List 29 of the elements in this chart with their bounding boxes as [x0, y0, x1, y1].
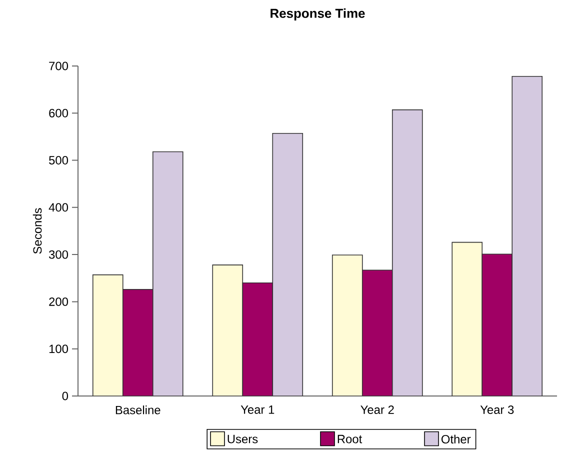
bar	[482, 254, 513, 396]
y-axis-title: Seconds	[32, 208, 42, 254]
x-tick-label: Year 1	[240, 406, 274, 414]
bar	[92, 274, 124, 396]
y-tick-label: 100	[49, 344, 68, 354]
y-tick-label: 500	[49, 156, 68, 164]
legend-label: Other	[441, 434, 471, 444]
legend-label: Root	[338, 434, 362, 444]
bar	[332, 254, 363, 396]
x-tick-label: Baseline	[116, 406, 160, 414]
x-tick-label: Year 3	[480, 406, 514, 414]
y-tick-label: 400	[48, 203, 68, 212]
bar	[452, 242, 483, 396]
x-tick-label: Year 2	[360, 406, 394, 414]
y-tick-label: 600	[49, 108, 68, 118]
legend-label: Users	[228, 434, 258, 444]
bar	[242, 282, 274, 396]
bar	[122, 289, 154, 396]
bar	[272, 133, 304, 396]
y-tick-label: 0	[62, 392, 68, 400]
bar	[512, 76, 543, 396]
y-tick-label: 200	[49, 297, 68, 306]
bar	[152, 151, 184, 396]
y-tick-label: 300	[48, 250, 68, 259]
chart-title: Response Time	[270, 8, 365, 20]
bar	[362, 270, 393, 396]
bar	[392, 109, 423, 396]
bar	[212, 264, 244, 396]
y-tick-label: 700	[49, 62, 68, 70]
